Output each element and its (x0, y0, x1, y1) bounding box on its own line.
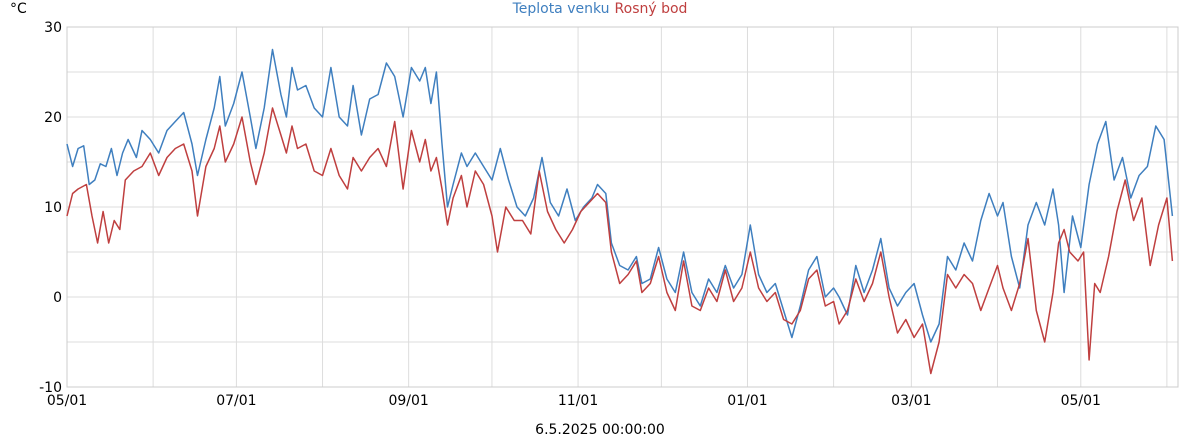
series-lines (66, 48, 1174, 375)
x-tick-label: 09/01 (388, 393, 428, 409)
legend-dewpoint: Rosný bod (615, 1, 688, 17)
chart-timestamp: 6.5.2025 00:00:00 (535, 422, 665, 438)
series-line-dewpoint (66, 107, 1174, 375)
x-axis-ticks: 05/01 07/01 09/01 11/01 01/01 03/01 05/01 (47, 393, 1101, 409)
y-tick-label: 20 (44, 110, 62, 126)
y-tick-label: 10 (44, 200, 62, 216)
plot-frame (66, 26, 1179, 388)
x-tick-label: 11/01 (558, 393, 598, 409)
legend-temperature: Teplota venku (512, 1, 610, 17)
x-tick-label: 07/01 (216, 393, 256, 409)
y-tick-label: 0 (53, 290, 62, 306)
x-tick-label: 05/01 (47, 393, 87, 409)
x-tick-label: 03/01 (891, 393, 931, 409)
y-tick-label: 30 (44, 20, 62, 36)
y-axis-ticks: 30 20 10 0 -10 (39, 20, 62, 396)
y-axis-unit: °C (10, 1, 27, 17)
x-tick-label: 01/01 (727, 393, 767, 409)
y-tick-label: -10 (39, 380, 62, 396)
chart-title: Teplota venku Rosný bod (512, 1, 688, 17)
x-tick-label: 05/01 (1061, 393, 1101, 409)
series-line-temperature (66, 48, 1174, 343)
grid (66, 26, 1178, 388)
